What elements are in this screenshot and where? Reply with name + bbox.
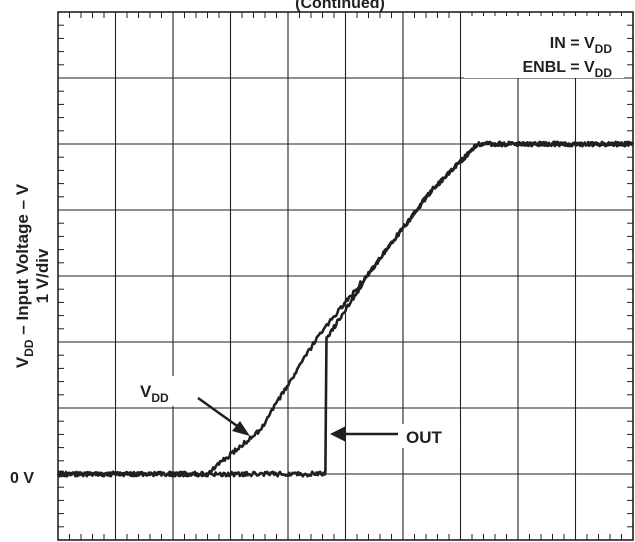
condition-in: IN = VDD — [550, 35, 613, 56]
axis-ticks — [58, 12, 633, 540]
grid — [58, 12, 633, 540]
ylabel-rest: – Input Voltage – V — [13, 183, 32, 339]
traces — [56, 140, 635, 478]
zero-volt-label: 0 V — [10, 470, 34, 487]
vdd-annotation: VDD — [140, 382, 169, 405]
out-annotation: OUT — [406, 428, 443, 447]
out-arrow-head — [330, 426, 346, 442]
vdd-arrow — [197, 396, 241, 430]
out-label-bg — [400, 424, 460, 448]
vdd-arrow-head — [232, 421, 250, 436]
svg-text:VDD – Input Voltage – V: VDD – Input Voltage – V — [13, 183, 36, 368]
y-axis-label: VDD – Input Voltage – V — [13, 183, 36, 368]
conditions-box — [464, 16, 624, 78]
y-axis-scale-label: 1 V/div — [33, 248, 52, 303]
ylabel-sub: DD — [22, 339, 36, 357]
trace-out — [56, 140, 635, 478]
condition-enbl: ENBL = VDD — [522, 59, 612, 80]
ylabel-v: V — [13, 356, 32, 368]
chart-title: (Continued) — [295, 0, 385, 12]
vdd-label-bg — [136, 376, 192, 406]
